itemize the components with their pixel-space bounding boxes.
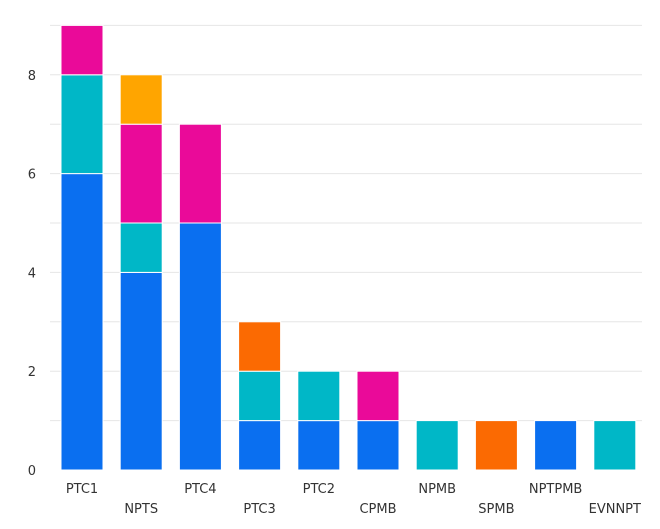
bar-ptc1-blue <box>60 173 104 471</box>
x-tick-label-npts: NPTS <box>124 502 158 517</box>
x-tick-label-spmb: SPMB <box>478 502 514 517</box>
bar-ptc3-blue <box>238 420 282 471</box>
bar-cpmb-blue <box>356 420 400 471</box>
y-axis-ticks: 0 2 4 6 8 <box>28 69 36 479</box>
x-tick-label-npmb: NPMB <box>418 482 456 497</box>
bar-nptpmb-blue <box>534 420 578 471</box>
x-tick-label-cpmb: CPMB <box>359 502 396 517</box>
y-tick-label-8: 8 <box>28 69 36 84</box>
bar-ptc1-magenta <box>60 24 104 76</box>
x-tick-label-ptc3: PTC3 <box>243 502 275 517</box>
bar-spmb-orange <box>474 420 518 471</box>
bars <box>60 24 637 471</box>
bar-ptc1-teal <box>60 74 104 175</box>
bar-ptc3-orange <box>238 321 282 372</box>
y-tick-label-2: 2 <box>28 365 36 380</box>
bar-ptc2-teal <box>297 370 341 422</box>
x-tick-label-nptpmb: NPTPMB <box>529 482 582 497</box>
y-tick-label-4: 4 <box>28 266 36 281</box>
x-tick-label-ptc2: PTC2 <box>303 482 335 497</box>
bar-npts-teal <box>119 222 163 273</box>
x-axis-ticks: PTC1 NPTS PTC4 PTC3 PTC2 CPMB NPMB SPMB NPTPMB EV… <box>66 482 641 517</box>
bar-ptc4-blue <box>178 222 222 471</box>
bar-ptc2-blue <box>297 420 341 471</box>
bar-evnnpt-teal <box>593 420 637 471</box>
bar-cpmb-magenta <box>356 370 400 422</box>
bar-ptc4-magenta <box>178 123 222 224</box>
y-tick-label-6: 6 <box>28 168 36 183</box>
x-tick-label-evnnpt: EVNNPT <box>589 502 641 517</box>
y-tick-label-0: 0 <box>28 464 36 479</box>
x-tick-label-ptc4: PTC4 <box>184 482 216 497</box>
bar-npts-magenta <box>119 123 163 224</box>
bar-npts-amber <box>119 74 163 125</box>
bar-npts-blue <box>119 271 163 471</box>
x-tick-label-ptc1: PTC1 <box>66 482 98 497</box>
bar-npmb-teal <box>415 420 459 471</box>
bar-ptc3-teal <box>238 370 282 422</box>
